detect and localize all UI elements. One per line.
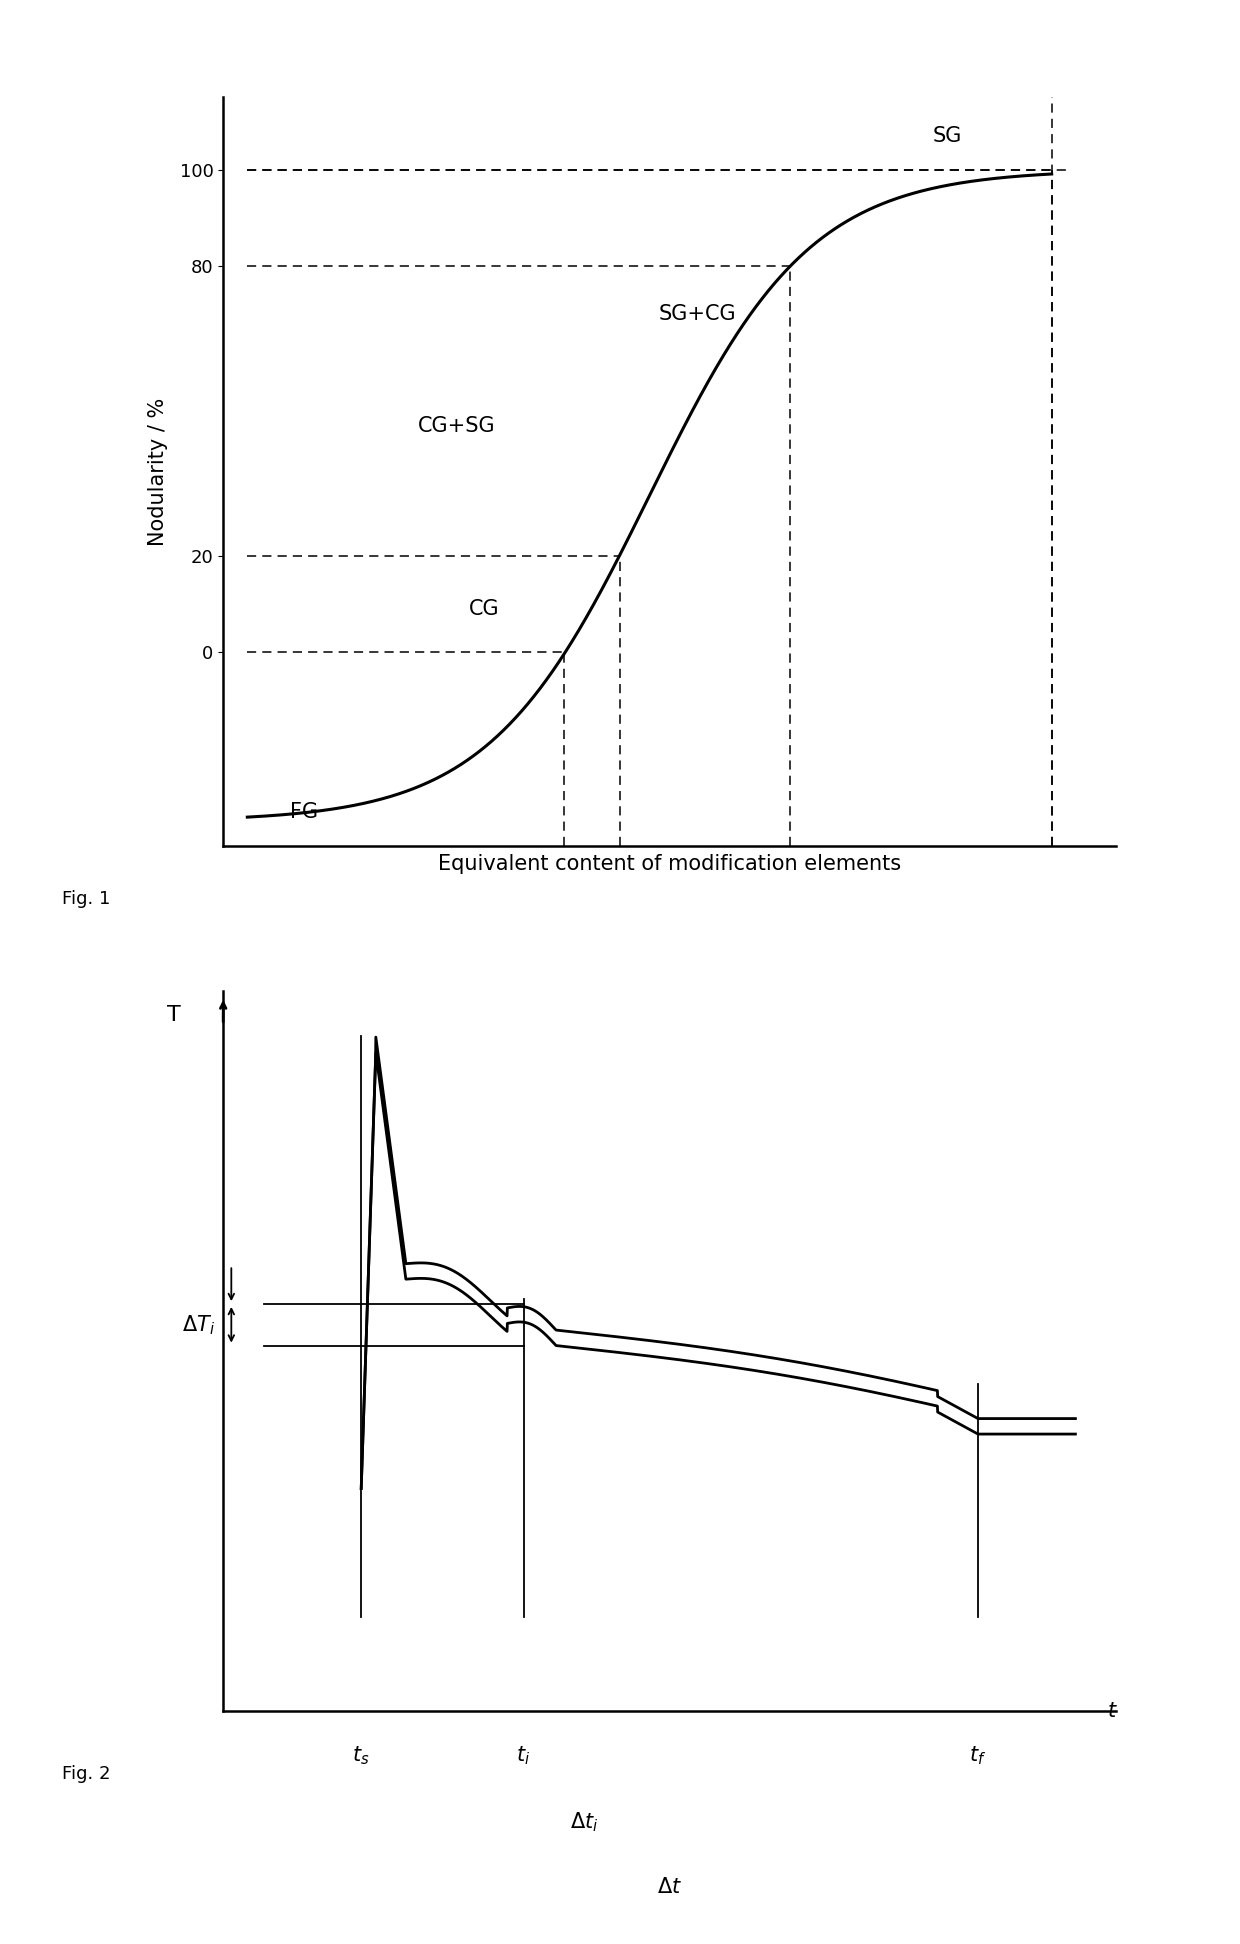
Text: Fig. 1: Fig. 1 <box>62 890 110 908</box>
Text: t: t <box>1107 1701 1116 1720</box>
Text: $t_i$: $t_i$ <box>516 1744 531 1767</box>
Text: Fig. 2: Fig. 2 <box>62 1765 110 1783</box>
Text: $\Delta t_i$: $\Delta t_i$ <box>570 1810 599 1833</box>
Text: T: T <box>167 1005 181 1024</box>
X-axis label: Equivalent content of modification elements: Equivalent content of modification eleme… <box>438 853 901 875</box>
Y-axis label: Nodularity / %: Nodularity / % <box>149 397 169 546</box>
Text: SG: SG <box>932 126 962 146</box>
Text: $\Delta t$: $\Delta t$ <box>657 1876 682 1897</box>
Text: $\Delta T_i$: $\Delta T_i$ <box>182 1312 215 1337</box>
Text: $t_s$: $t_s$ <box>352 1744 370 1767</box>
Text: FG: FG <box>290 801 317 822</box>
Text: SG+CG: SG+CG <box>658 305 737 325</box>
Text: CG: CG <box>469 599 500 618</box>
Text: CG+SG: CG+SG <box>418 416 495 435</box>
Text: $t_f$: $t_f$ <box>970 1744 987 1767</box>
